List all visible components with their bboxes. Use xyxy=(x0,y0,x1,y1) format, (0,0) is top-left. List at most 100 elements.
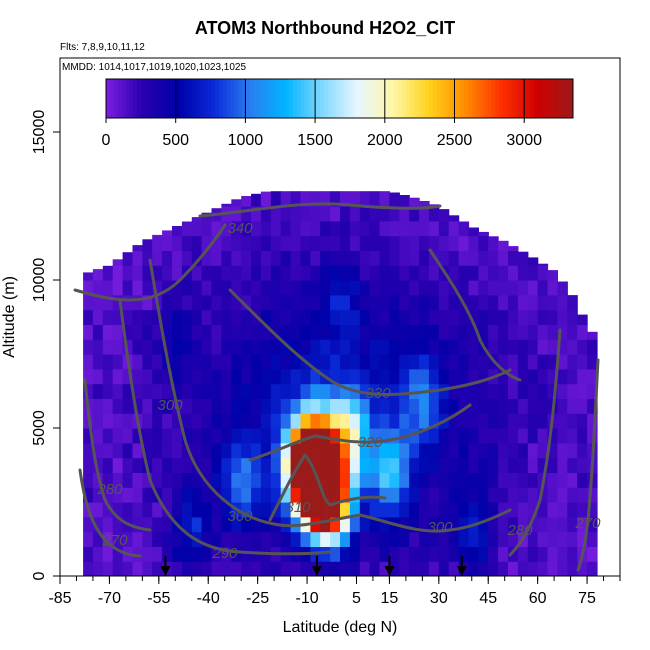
heatmap-cell xyxy=(369,235,381,251)
heatmap-cell xyxy=(508,561,519,576)
heatmap-cell xyxy=(221,442,232,459)
colorbar-segment xyxy=(238,79,243,118)
heatmap-cell xyxy=(587,546,598,562)
colorbar-segment xyxy=(203,79,208,118)
heatmap-cell xyxy=(320,516,331,533)
heatmap-cell xyxy=(142,383,153,399)
heatmap-cell xyxy=(369,502,381,518)
colorbar-segment xyxy=(148,79,154,118)
heatmap-cell xyxy=(409,368,420,385)
heatmap-cell xyxy=(478,383,489,399)
heatmap-cell xyxy=(83,487,94,503)
colorbar-segment xyxy=(432,79,438,118)
heatmap-cell xyxy=(389,502,400,518)
heatmap-cell xyxy=(300,294,311,311)
heatmap-cell xyxy=(458,398,470,414)
heatmap-cell xyxy=(112,280,124,296)
colorbar-segment xyxy=(366,79,372,118)
colorbar-segment xyxy=(413,79,418,118)
heatmap-cell xyxy=(448,250,460,266)
colorbar-segment xyxy=(526,79,531,118)
heatmap-cell xyxy=(300,383,311,399)
heatmap-cell xyxy=(369,309,381,325)
heatmap-cell xyxy=(468,265,479,281)
heatmap-cell xyxy=(330,235,341,251)
heatmap-cell xyxy=(92,398,104,414)
heatmap-cell xyxy=(181,472,193,488)
heatmap-cell xyxy=(587,516,598,533)
heatmap-cell xyxy=(290,531,302,547)
heatmap-cell xyxy=(270,265,282,281)
heatmap-cell xyxy=(300,191,311,207)
colorbar-segment xyxy=(156,79,161,118)
heatmap-cell xyxy=(300,324,311,340)
heatmap-cell xyxy=(83,561,94,576)
heatmap-cell xyxy=(241,196,252,207)
heatmap-cell xyxy=(488,502,499,518)
colorbar-segment xyxy=(541,79,547,118)
heatmap-cell xyxy=(320,502,331,518)
heatmap-cell xyxy=(172,383,183,399)
heatmap-cell xyxy=(359,546,371,562)
colorbar-segment xyxy=(448,79,453,118)
heatmap-cell xyxy=(359,413,371,429)
heatmap-cell xyxy=(172,442,183,459)
heatmap-cell xyxy=(191,413,203,429)
heatmap-cell xyxy=(152,368,163,385)
heatmap-cell xyxy=(300,442,311,459)
heatmap-cell xyxy=(419,487,430,503)
heatmap-cell xyxy=(389,457,400,473)
colorbar-segment xyxy=(168,79,173,118)
heatmap-cell xyxy=(577,502,588,518)
heatmap-cell xyxy=(547,516,558,533)
heatmap-cell xyxy=(438,368,450,385)
heatmap-cell xyxy=(201,531,213,547)
heatmap-cell xyxy=(468,368,479,385)
contour-280-right xyxy=(508,328,562,557)
heatmap-cell xyxy=(300,428,311,444)
heatmap-cell xyxy=(221,235,232,251)
heatmap-cell xyxy=(251,368,262,385)
heatmap-cell xyxy=(290,383,302,399)
heatmap-cell xyxy=(517,368,529,385)
heatmap-cell xyxy=(547,294,558,311)
colorbar-segment xyxy=(323,79,329,118)
heatmap-cell xyxy=(587,383,598,399)
heatmap-cell xyxy=(241,442,252,459)
heatmap-cell xyxy=(379,280,390,296)
heatmap-cell xyxy=(468,546,479,562)
heatmap-cell xyxy=(438,324,450,340)
heatmap-cell xyxy=(142,487,153,503)
heatmap-cell xyxy=(468,398,479,414)
heatmap-cell xyxy=(349,457,361,473)
heatmap-cell xyxy=(379,561,390,576)
heatmap-cell xyxy=(270,398,282,414)
heatmap-cell xyxy=(567,324,578,340)
heatmap-cell xyxy=(211,442,222,459)
heatmap-cell xyxy=(112,457,124,473)
colorbar-segment xyxy=(557,79,562,118)
heatmap-cell xyxy=(508,354,519,370)
heatmap-cell xyxy=(280,250,292,266)
colorbar-segment xyxy=(246,79,251,118)
heatmap-cell xyxy=(359,191,371,207)
heatmap-cell xyxy=(458,339,470,355)
heatmap-cell xyxy=(251,516,262,533)
x-tick-label: 15 xyxy=(381,590,399,607)
heatmap-cell xyxy=(112,354,124,370)
heatmap-cell xyxy=(300,413,311,429)
heatmap-cell xyxy=(527,546,539,562)
heatmap-cell xyxy=(587,339,598,355)
heatmap-cell xyxy=(191,502,203,518)
contour-label: 290 xyxy=(211,545,238,562)
heatmap-cell xyxy=(458,413,470,429)
heatmap-cell xyxy=(567,368,578,385)
colorbar-segment xyxy=(249,79,255,118)
heatmap-cell xyxy=(340,383,351,399)
heatmap-cell xyxy=(132,339,143,355)
heatmap-cell xyxy=(83,294,94,311)
heatmap-cell xyxy=(379,442,390,459)
heatmap-cell xyxy=(320,398,331,414)
heatmap-cell xyxy=(290,250,302,266)
heatmap-cell xyxy=(428,398,440,414)
